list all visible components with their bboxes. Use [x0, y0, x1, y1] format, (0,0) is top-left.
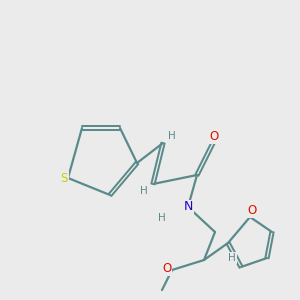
Text: H: H	[228, 253, 236, 263]
Text: O: O	[247, 204, 256, 217]
Text: O: O	[210, 130, 219, 143]
Text: O: O	[162, 262, 171, 275]
Text: N: N	[183, 200, 193, 214]
Text: H: H	[167, 131, 175, 141]
Text: H: H	[140, 186, 148, 196]
Text: H: H	[158, 213, 166, 223]
Text: S: S	[61, 172, 68, 184]
